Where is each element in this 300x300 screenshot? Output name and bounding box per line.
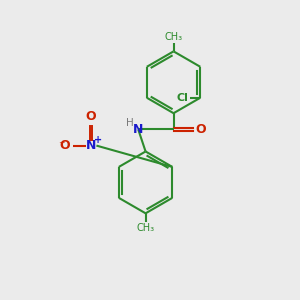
Text: N: N [133, 123, 143, 136]
Text: Cl: Cl [177, 93, 189, 103]
Text: CH₃: CH₃ [136, 223, 154, 233]
Text: ⁻: ⁻ [58, 139, 64, 152]
Text: N: N [86, 139, 96, 152]
Text: CH₃: CH₃ [164, 32, 183, 42]
Text: H: H [126, 118, 134, 128]
Text: O: O [196, 123, 206, 136]
Text: O: O [60, 139, 70, 152]
Text: +: + [94, 135, 102, 145]
Text: O: O [86, 110, 96, 124]
